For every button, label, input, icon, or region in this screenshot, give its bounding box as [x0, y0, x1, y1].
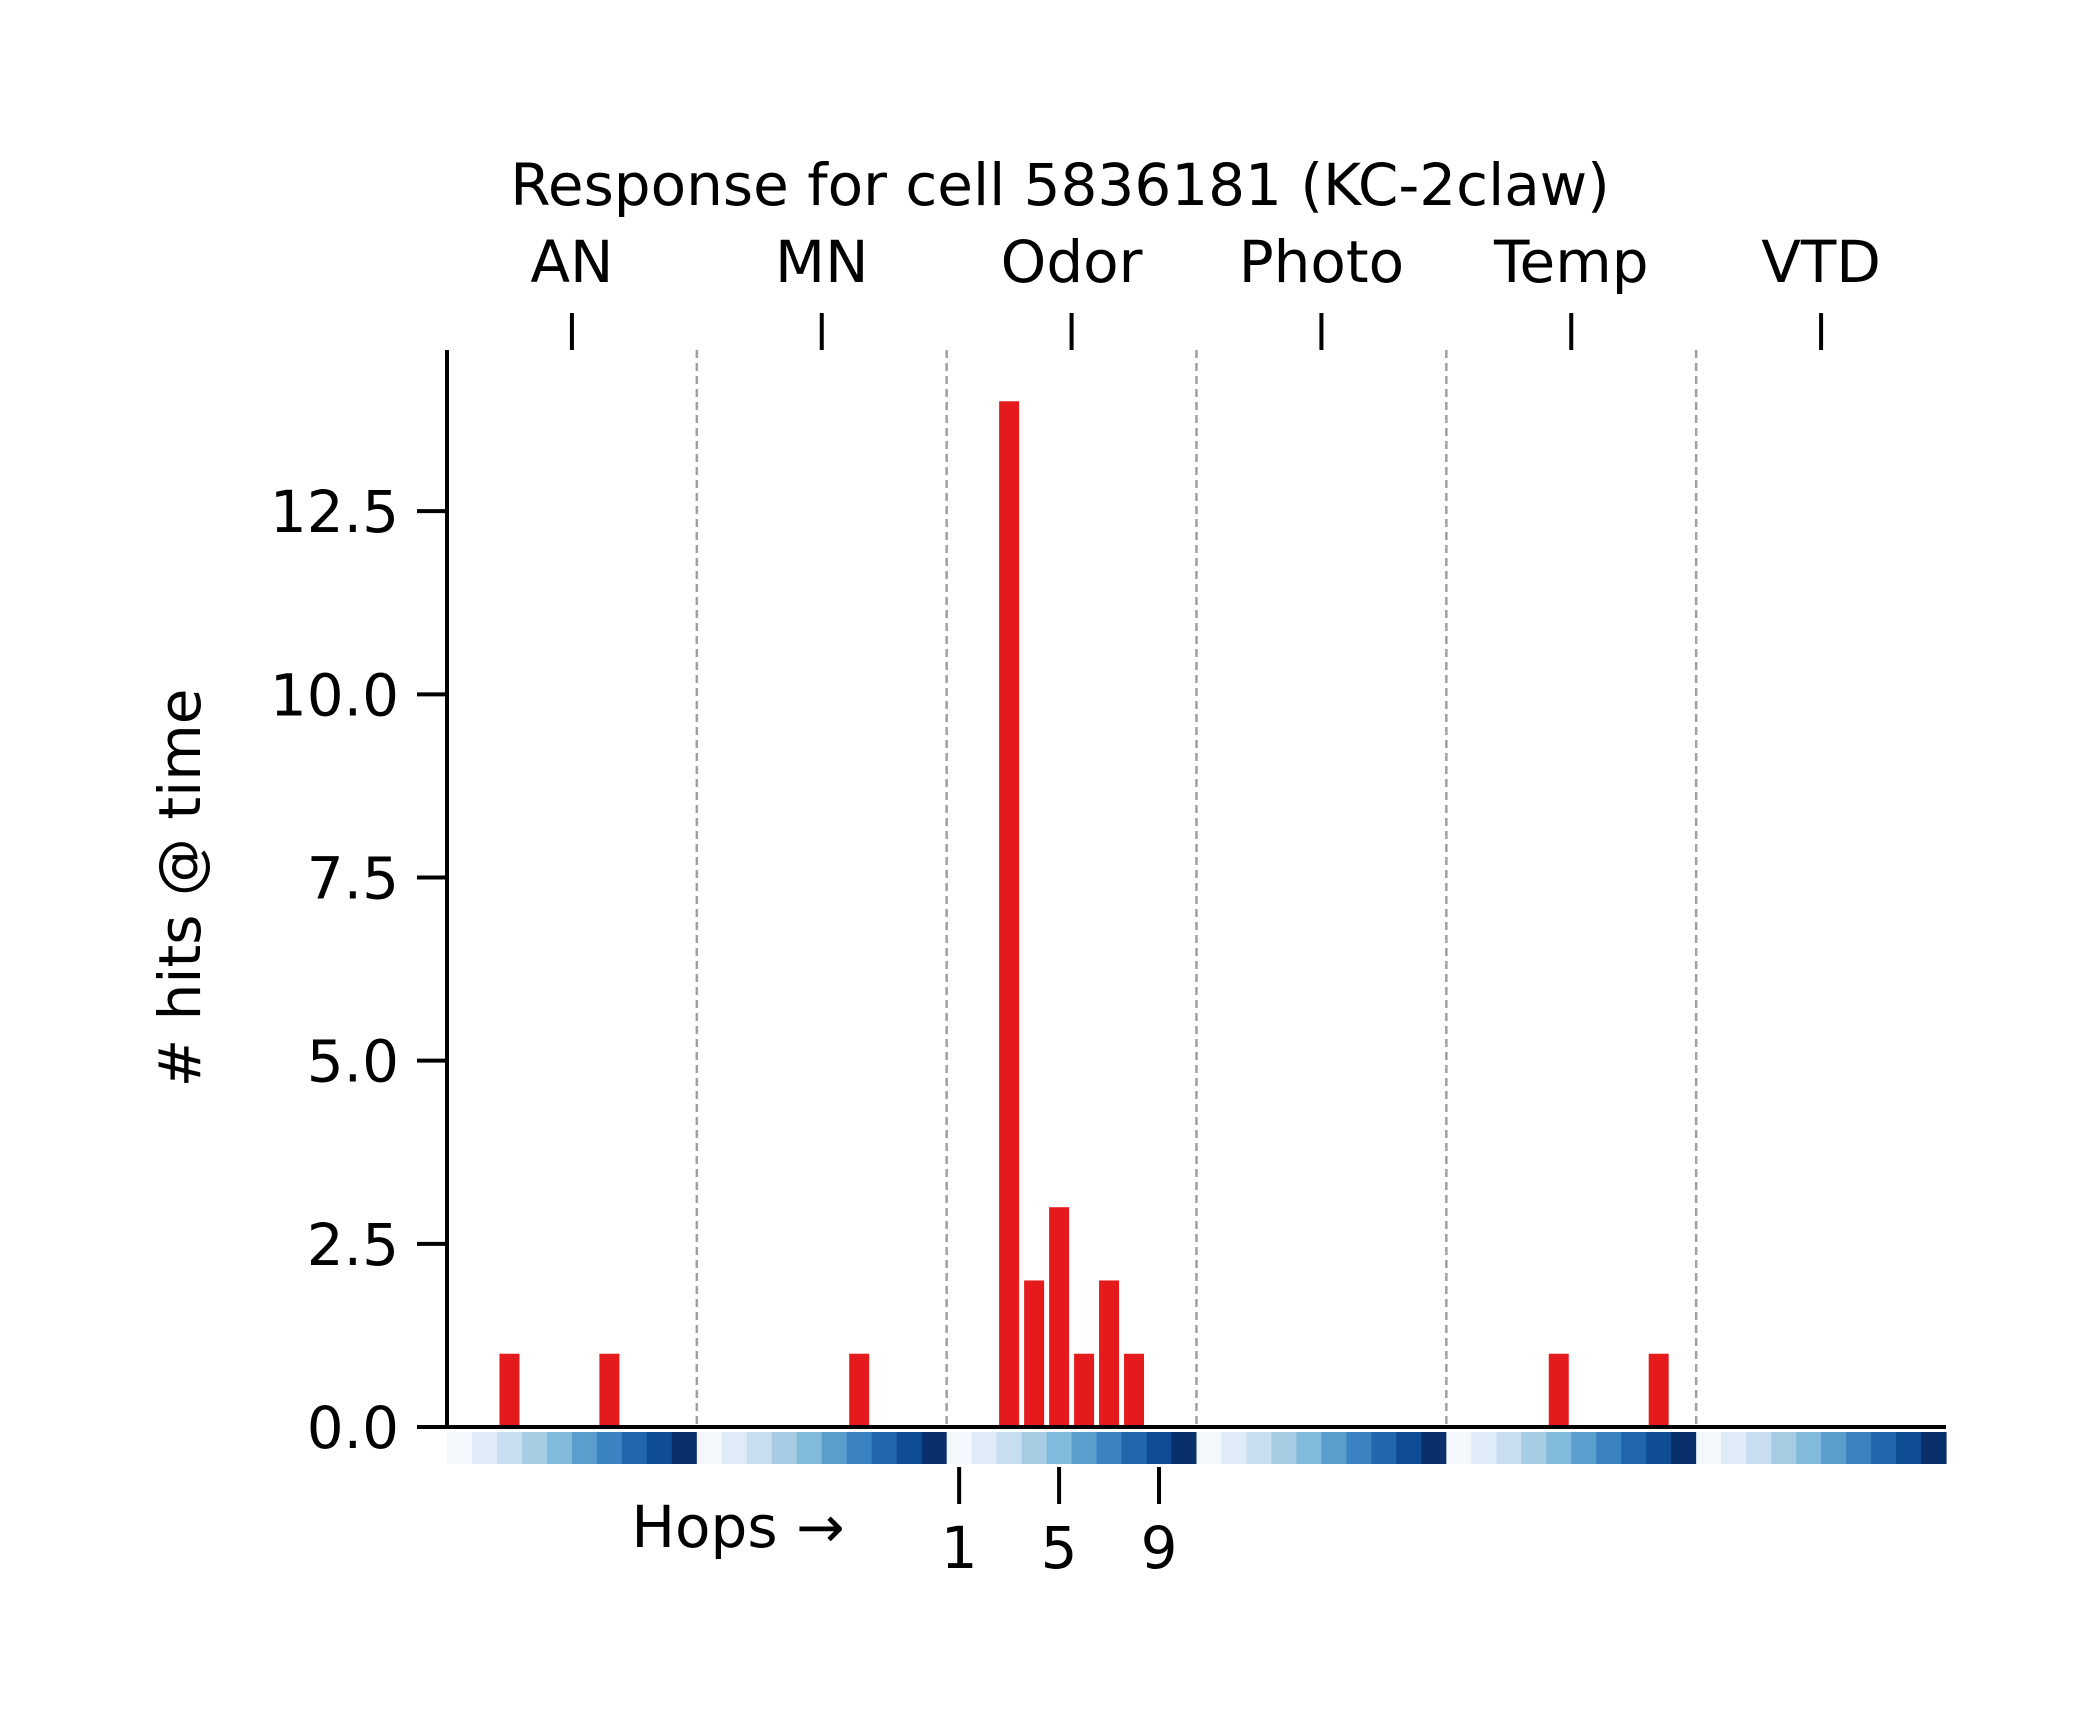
- group-label-photo: Photo: [1239, 228, 1404, 296]
- hop-tick-label: 5: [1041, 1514, 1078, 1582]
- bar-temp-hop-9: [1648, 1353, 1669, 1427]
- group-label-odor: Odor: [1001, 228, 1143, 296]
- hop-color-cell: [447, 1432, 473, 1464]
- hop-color-cell: [1421, 1432, 1447, 1464]
- hop-color-cell: [1646, 1432, 1672, 1464]
- hop-color-cell: [1896, 1432, 1922, 1464]
- hop-color-cell: [1821, 1432, 1847, 1464]
- y-axis-label: # hits @ time: [146, 689, 214, 1088]
- hop-color-cell: [1471, 1432, 1497, 1464]
- bar-temp-hop-5: [1548, 1353, 1569, 1427]
- hop-color-cell: [646, 1432, 673, 1464]
- hop-color-cell: [1621, 1432, 1647, 1464]
- hop-color-cell: [1296, 1432, 1323, 1464]
- hop-color-cell: [1321, 1432, 1347, 1464]
- hop-color-cell: [896, 1432, 923, 1464]
- hop-color-cell: [496, 1432, 523, 1464]
- hop-color-cell: [821, 1432, 848, 1464]
- hop-color-cell: [571, 1432, 598, 1464]
- hop-color-cell: [1521, 1432, 1547, 1464]
- hop-color-cell: [771, 1432, 798, 1464]
- hop-color-cell: [1446, 1432, 1472, 1464]
- hop-color-cell: [1071, 1432, 1098, 1464]
- chart-title: Response for cell 5836181 (KC-2claw): [510, 151, 1610, 219]
- hop-color-cell: [1371, 1432, 1397, 1464]
- hop-color-cell: [471, 1432, 498, 1464]
- hop-color-cell: [1696, 1432, 1722, 1464]
- hop-color-cell: [1346, 1432, 1372, 1464]
- hop-color-cell: [1771, 1432, 1797, 1464]
- hop-color-cell: [1671, 1432, 1697, 1464]
- hop-color-cell: [1196, 1432, 1223, 1464]
- hop-color-cell: [1146, 1432, 1173, 1464]
- hop-color-cell: [521, 1432, 548, 1464]
- hop-color-cell: [1171, 1432, 1198, 1464]
- hop-color-cell: [1746, 1432, 1772, 1464]
- hop-color-cell: [671, 1432, 698, 1464]
- group-label-temp: Temp: [1493, 228, 1649, 296]
- y-tick-label: 5.0: [307, 1028, 399, 1096]
- hop-color-cell: [596, 1432, 623, 1464]
- hop-color-cell: [1046, 1432, 1073, 1464]
- hop-color-cell: [746, 1432, 773, 1464]
- y-axis: 0.0 2.5 5.0 7.5 10.0 12.5: [270, 350, 1946, 1462]
- hop-tick-label: 9: [1141, 1514, 1178, 1582]
- hop-color-cell: [996, 1432, 1023, 1464]
- hop-color-cell: [1796, 1432, 1822, 1464]
- y-tick-label: 0.0: [307, 1394, 399, 1462]
- bar-odor-hop-5: [1049, 1207, 1070, 1427]
- hop-color-cell: [1271, 1432, 1298, 1464]
- group-label-vtd: VTD: [1761, 228, 1881, 296]
- hop-color-cell: [1121, 1432, 1148, 1464]
- hop-color-cell: [971, 1432, 998, 1464]
- hop-color-cell: [1096, 1432, 1123, 1464]
- hop-color-cell: [946, 1432, 973, 1464]
- hop-color-cell: [1396, 1432, 1422, 1464]
- hop-color-cell: [1246, 1432, 1273, 1464]
- hop-color-cell: [1846, 1432, 1872, 1464]
- hop-color-cell: [1021, 1432, 1048, 1464]
- hop-color-cell: [1721, 1432, 1747, 1464]
- hop-color-cell: [921, 1432, 948, 1464]
- bar-odor-hop-4: [1024, 1280, 1045, 1427]
- hop-color-cell: [1921, 1432, 1947, 1464]
- bar-odor-hop-7: [1099, 1280, 1120, 1427]
- bar-odor-hop-3: [999, 401, 1020, 1428]
- bar-an-hop-7: [599, 1353, 620, 1427]
- group-separators: [695, 350, 1698, 1427]
- hop-color-cell: [696, 1432, 723, 1464]
- group-axis: AN MN Odor Photo Temp VTD: [530, 228, 1881, 350]
- hop-color-cell: [1871, 1432, 1897, 1464]
- bar-odor-hop-6: [1074, 1353, 1095, 1427]
- hop-color-cell: [796, 1432, 823, 1464]
- y-tick-label: 12.5: [270, 478, 399, 546]
- bar-odor-hop-8: [1124, 1353, 1145, 1427]
- hop-color-cell: [871, 1432, 898, 1464]
- y-tick-label: 7.5: [307, 845, 399, 913]
- bars: [499, 401, 1669, 1428]
- hop-tick-label: 1: [941, 1514, 978, 1582]
- bar-an-hop-3: [499, 1353, 520, 1427]
- hop-color-cell: [1546, 1432, 1572, 1464]
- hop-axis-label: Hops →: [631, 1493, 844, 1561]
- hop-color-cell: [1221, 1432, 1248, 1464]
- hop-color-cell: [546, 1432, 573, 1464]
- hop-color-cell: [1596, 1432, 1622, 1464]
- hop-color-cell: [621, 1432, 648, 1464]
- y-tick-label: 10.0: [270, 661, 399, 729]
- hop-color-cell: [1496, 1432, 1522, 1464]
- group-label-an: AN: [530, 228, 613, 296]
- bar-mn-hop-7: [849, 1353, 870, 1427]
- y-tick-label: 2.5: [307, 1211, 399, 1279]
- group-label-mn: MN: [775, 228, 868, 296]
- hop-color-cell: [846, 1432, 873, 1464]
- hop-color-cell: [721, 1432, 748, 1464]
- hop-color-cell: [1571, 1432, 1597, 1464]
- hop-color-strip: [447, 1432, 1947, 1464]
